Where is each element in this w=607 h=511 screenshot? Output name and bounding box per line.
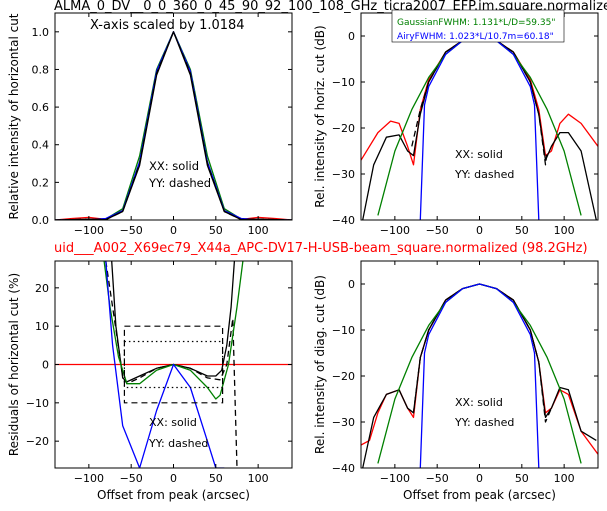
x-tick-label: −100 — [380, 472, 410, 485]
y-tick-label: −40 — [332, 214, 355, 227]
chart-annotation: YY: dashed — [148, 176, 211, 190]
series-line-3 — [55, 31, 292, 220]
chart-panel-top-left: −100 −50 0 50 100 0.0 0.2 0.4 0.6 0.8 1.0 Relative … — [7, 12, 293, 237]
y-axis-label: Relative intensity of horizontal cut — [7, 13, 21, 219]
chart-annotation: X-axis scaled by 1.0184 — [90, 18, 245, 33]
chart-annotation: YY: dashed — [454, 168, 514, 181]
x-tick-label: 100 — [554, 224, 575, 237]
y-axis-label: Rel. intensity of diag. cut (dB) — [313, 275, 327, 454]
legend-entry: AiryFWHM: 1.023*L/10.7m=60.18" — [397, 32, 554, 42]
y-tick-label: 1.0 — [32, 26, 50, 39]
x-tick-label: −100 — [74, 224, 104, 237]
series-line-4 — [105, 261, 225, 468]
x-tick-label: 50 — [515, 472, 529, 485]
x-axis-label: Offset from peak (arcsec) — [403, 488, 556, 502]
y-axis-label: Rel. intensity of horiz. cut (dB) — [313, 25, 327, 207]
x-tick-label: 0 — [476, 472, 483, 485]
plot-area — [55, 261, 292, 468]
y-tick-label: −20 — [332, 370, 355, 383]
x-tick-label: −50 — [426, 472, 449, 485]
legend-box — [391, 9, 565, 43]
series-line-4 — [419, 283, 540, 468]
x-tick-label: 50 — [209, 472, 223, 485]
chart-annotation: XX: solid — [455, 396, 503, 409]
x-tick-label: −50 — [120, 472, 143, 485]
y-tick-label: 20 — [35, 282, 49, 295]
chart-panels: −100 −50 0 50 1000.00.20.40.60.81.0Relative … — [7, 9, 599, 502]
y-tick-label: 0.0 — [32, 214, 50, 227]
y-tick-label: −30 — [332, 416, 355, 429]
chart-annotation: YY: dashed — [148, 437, 208, 450]
x-tick-label: 0 — [170, 224, 177, 237]
y-tick-label: −30 — [332, 168, 355, 181]
series-line-3 — [377, 283, 582, 464]
x-tick-label: 100 — [248, 224, 269, 237]
plot-area — [361, 35, 598, 220]
y-tick-label: −10 — [26, 397, 49, 410]
chart-annotation: YY: dashed — [454, 416, 514, 429]
series-line-2 — [55, 31, 292, 220]
y-tick-label: −10 — [332, 76, 355, 89]
x-axis-label: Offset from peak (arcsec) — [97, 488, 250, 502]
x-tick-label: 0 — [170, 472, 177, 485]
y-tick-label: −20 — [26, 435, 49, 448]
plot-area — [361, 283, 598, 468]
chart-annotation: XX: solid — [455, 148, 503, 161]
x-tick-label: 50 — [515, 224, 529, 237]
series-line-1 — [111, 261, 236, 383]
series-line-0 — [55, 31, 292, 220]
y-axis-label: Residuals of horizontal cut (%) — [7, 273, 21, 456]
plot-area — [55, 31, 292, 220]
x-tick-label: 50 — [209, 224, 223, 237]
chart-annotation: XX: solid — [149, 159, 199, 173]
series-line-1 — [362, 283, 597, 468]
y-tick-label: 0 — [348, 278, 355, 291]
x-tick-label: 100 — [554, 472, 575, 485]
plot-frame — [360, 12, 599, 221]
x-tick-label: 100 — [248, 472, 269, 485]
series-line-1 — [55, 31, 292, 220]
y-tick-label: 0.8 — [32, 63, 50, 76]
x-tick-label: −100 — [380, 224, 410, 237]
figure-subtitle: uid___A002_X69ec79_X44a_APC-DV17-H-USB-b… — [54, 241, 588, 256]
y-tick-label: 0.2 — [32, 176, 50, 189]
x-tick-label: −100 — [74, 472, 104, 485]
y-tick-label: 0.4 — [32, 139, 50, 152]
x-tick-label: 0 — [476, 224, 483, 237]
y-tick-label: 0 — [42, 359, 49, 372]
y-tick-label: −20 — [332, 122, 355, 135]
y-tick-label: −40 — [332, 462, 355, 475]
series-line-2 — [411, 35, 548, 166]
series-line-4 — [55, 31, 292, 220]
x-tick-label: −50 — [426, 224, 449, 237]
series-line-3 — [377, 35, 582, 216]
legend-entry: GaussianFWHM: 1.131*L/D=59.35" — [397, 18, 555, 28]
series-line-1 — [362, 35, 597, 220]
y-tick-label: 0.6 — [32, 101, 50, 114]
y-tick-label: 10 — [35, 320, 49, 333]
chart-annotation: XX: solid — [149, 416, 197, 429]
x-tick-label: −50 — [120, 224, 143, 237]
series-line-3 — [103, 261, 244, 400]
y-tick-label: −10 — [332, 324, 355, 337]
plot-frame — [360, 260, 599, 469]
y-tick-label: 0 — [348, 30, 355, 43]
residual-bounds-dashed-box — [123, 325, 224, 404]
